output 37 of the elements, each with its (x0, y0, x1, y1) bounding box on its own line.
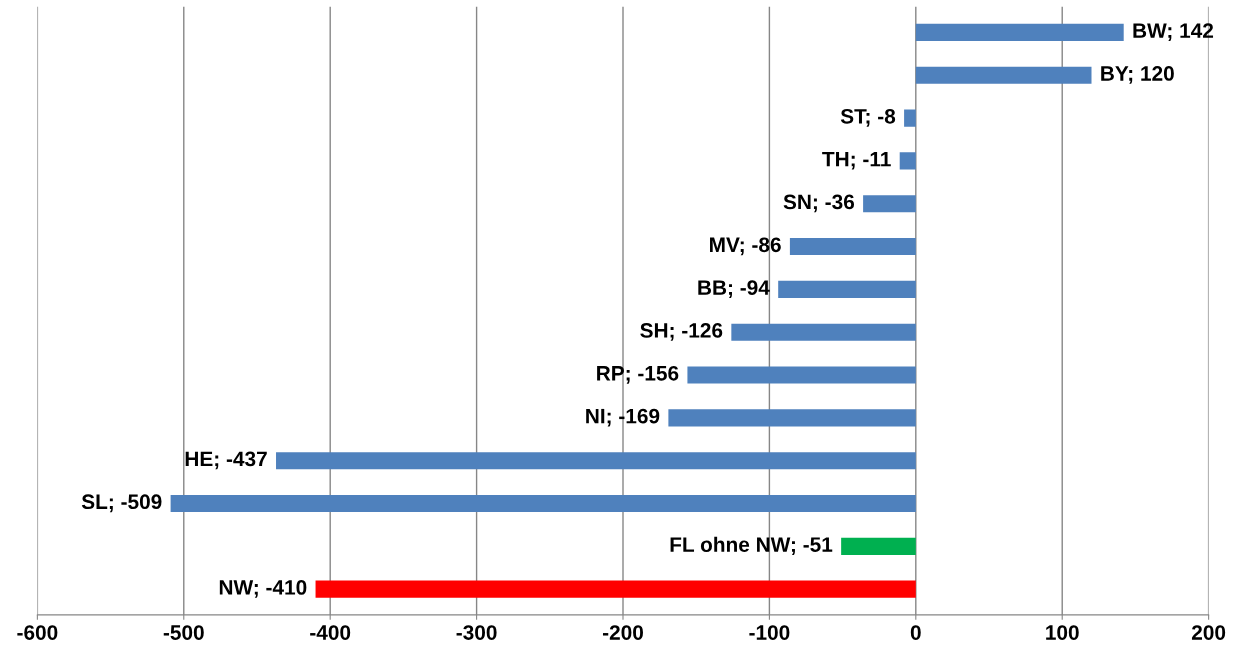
bar (315, 580, 916, 598)
bar (778, 280, 916, 298)
x-tick-label: 200 (1191, 625, 1226, 640)
x-tick-label: -300 (456, 625, 497, 640)
bar (841, 537, 916, 555)
x-tick-label: -600 (17, 625, 58, 640)
bar (863, 195, 916, 213)
bar (668, 409, 916, 427)
bar (731, 323, 916, 341)
data-label: TH; -11 (822, 151, 891, 170)
bar (170, 494, 916, 513)
data-label: NI; -169 (586, 408, 660, 427)
x-tick-label: -500 (163, 625, 204, 640)
data-label: RP; -156 (597, 365, 679, 384)
data-label: FL ohne NW; -51 (670, 536, 833, 555)
data-label: MV; -86 (710, 237, 781, 256)
data-label: NW; -410 (219, 580, 307, 598)
x-tick-label: -200 (602, 625, 643, 640)
bar (915, 66, 1092, 84)
bar (687, 366, 916, 384)
x-tick-label: 100 (1046, 625, 1079, 640)
data-label: ST; -8 (840, 108, 896, 127)
x-tick-label: -400 (310, 625, 351, 640)
data-label: BW; 142 (1133, 23, 1214, 42)
data-label: BY; 120 (1101, 66, 1174, 84)
bar (904, 109, 916, 127)
bar (789, 237, 916, 256)
x-tick-label: -100 (749, 625, 790, 640)
data-label: SL; -509 (81, 494, 162, 513)
data-label: HE; -437 (185, 451, 267, 470)
x-tick-label: 0 (910, 625, 921, 640)
data-label: BB; -94 (698, 280, 770, 298)
data-label: SH; -126 (640, 323, 723, 341)
bar (899, 152, 916, 170)
bar (276, 452, 916, 470)
bar (915, 23, 1124, 41)
data-label: SN; -36 (783, 194, 855, 213)
